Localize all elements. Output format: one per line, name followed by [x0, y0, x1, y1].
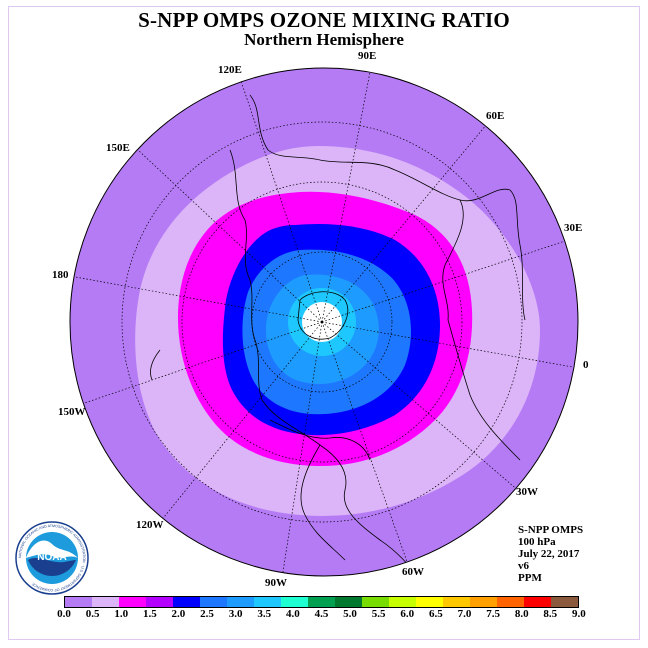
colorbar-tick-label: 2.5 — [200, 608, 214, 620]
info-level: 100 hPa — [518, 536, 556, 548]
lon-label-90e: 90E — [358, 50, 377, 62]
colorbar-tick-label: 9.0 — [572, 608, 586, 620]
map-boundary — [69, 67, 579, 577]
plot-frame — [8, 6, 640, 640]
colorbar-tick-label: 7.5 — [486, 608, 500, 620]
colorbar-swatch — [443, 597, 470, 607]
colorbar-swatch — [146, 597, 173, 607]
colorbar — [64, 596, 579, 608]
map-subtitle: Northern Hemisphere — [244, 30, 404, 49]
lon-label-90w: 90W — [265, 577, 287, 589]
coastlines — [150, 94, 526, 576]
colorbar-swatch — [200, 597, 227, 607]
colorbar-swatch — [254, 597, 281, 607]
graticule — [70, 71, 578, 576]
colorbar-swatch — [524, 597, 551, 607]
colorbar-tick-label: 4.0 — [285, 608, 300, 620]
colorbar-tick-label: 1.5 — [142, 608, 157, 620]
colorbar-tick-label: 1.0 — [114, 608, 129, 620]
colorbar-tick-label: 5.0 — [343, 608, 357, 620]
colorbar-tick-label: 6.5 — [428, 608, 443, 620]
colorbar-tick-label: 0.0 — [57, 608, 71, 620]
colorbar-swatch — [281, 597, 308, 607]
lon-label-120w: 120W — [136, 519, 164, 531]
colorbar-swatch — [470, 597, 497, 607]
colorbar-swatch — [416, 597, 443, 607]
lon-label-60w: 60W — [402, 566, 424, 578]
colorbar-swatch — [335, 597, 362, 607]
info-block: S-NPP OMPS 100 hPa July 22, 2017 v6 PPM — [518, 524, 583, 584]
lon-label-180: 180 — [52, 269, 69, 281]
colorbar-tick-label: 7.0 — [457, 608, 472, 620]
noaa-logo-text: NOAA — [37, 552, 66, 563]
colorbar-tick-label: 2.0 — [171, 608, 186, 620]
colorbar-ticks: 0.0 0.5 1.0 1.5 2.0 2.5 3.0 3.5 4.0 4.5 5.0 5.5 6.0 6… — [57, 608, 586, 622]
colorbar-tick-label: 8.0 — [514, 608, 529, 620]
colorbar-tick-label: 0.5 — [85, 608, 100, 620]
colorbar-tick-label: 5.5 — [371, 608, 386, 620]
info-date: July 22, 2017 — [518, 548, 580, 560]
info-units: PPM — [518, 572, 542, 584]
lon-label-150e: 150E — [106, 142, 130, 154]
colorbar-swatch — [119, 597, 146, 607]
noaa-logo: NOAA NATIONAL OCEANIC AND ATMOSPHERIC AD… — [15, 521, 89, 595]
colorbar-swatch — [497, 597, 524, 607]
colorbar-swatch — [308, 597, 335, 607]
info-version: v6 — [518, 560, 529, 572]
info-instrument: S-NPP OMPS — [518, 524, 584, 536]
colorbar-swatch — [65, 597, 92, 607]
colorbar-swatch — [92, 597, 119, 607]
colorbar-swatch — [551, 597, 578, 607]
lon-label-0: 0 — [583, 359, 589, 371]
colorbar-swatch — [362, 597, 389, 607]
lon-label-30e: 30E — [564, 222, 583, 234]
colorbar-tick-label: 3.0 — [228, 608, 243, 620]
colorbar-tick-label: 4.5 — [314, 608, 329, 620]
colorbar-tick-label: 6.0 — [400, 608, 415, 620]
colorbar-swatch — [227, 597, 254, 607]
lon-label-60e: 60E — [486, 110, 505, 122]
colorbar-swatch — [173, 597, 200, 607]
colorbar-tick-label: 8.5 — [543, 608, 558, 620]
lon-label-120e: 120E — [218, 64, 242, 76]
lon-label-30w: 30W — [516, 486, 538, 498]
lon-label-150w: 150W — [58, 406, 86, 418]
map-title: S-NPP OMPS OZONE MIXING RATIO — [138, 8, 510, 32]
colorbar-swatch — [389, 597, 416, 607]
colorbar-tick-label: 3.5 — [257, 608, 272, 620]
